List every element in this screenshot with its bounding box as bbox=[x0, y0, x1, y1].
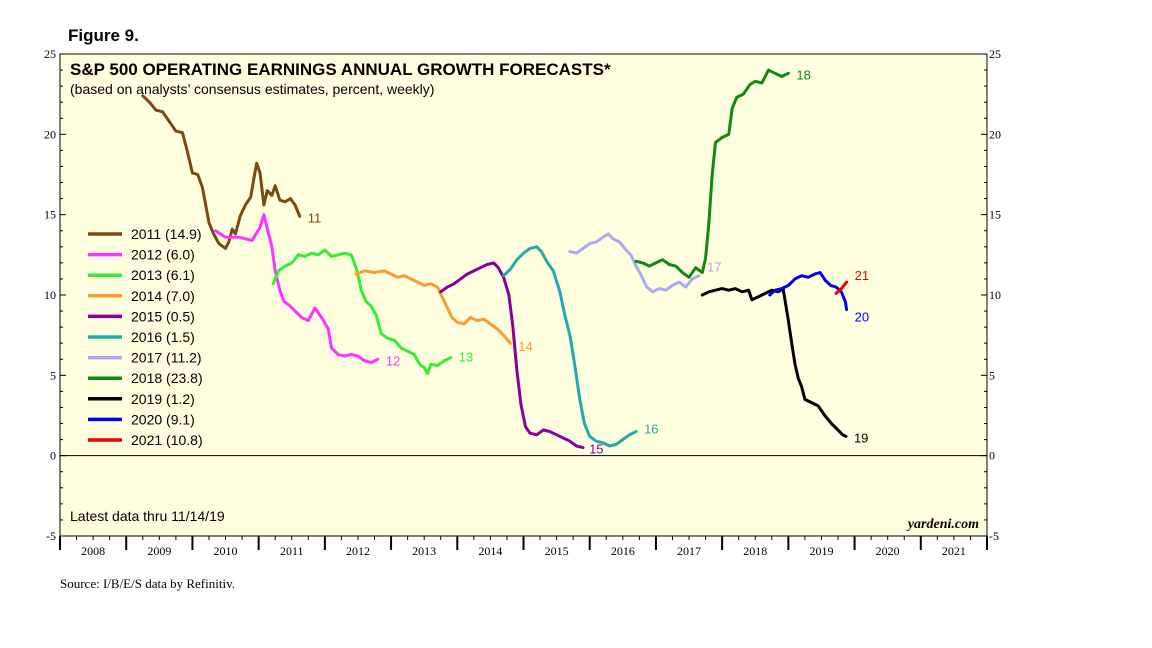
series-layer: 11 12 13 14 15 16 17 18 19 20 21 bbox=[141, 67, 869, 457]
plot-area bbox=[59, 53, 988, 537]
series-line-2016 bbox=[502, 245, 638, 448]
y-tick-label-left: -5 bbox=[46, 529, 56, 543]
end-label-2013: 13 bbox=[459, 350, 473, 365]
y-tick-label-right: 15 bbox=[989, 208, 1001, 222]
y-tick-label-left: 5 bbox=[50, 368, 56, 382]
end-label-2018: 18 bbox=[796, 67, 810, 82]
x-tick-label: 2013 bbox=[412, 544, 436, 558]
legend-label-2013: 2013 (6.1) bbox=[131, 267, 195, 283]
legend-label-2015: 2015 (0.5) bbox=[131, 308, 195, 324]
end-label-2014: 14 bbox=[518, 339, 532, 354]
legend-label-2020: 2020 (9.1) bbox=[131, 411, 195, 427]
end-label-2020: 20 bbox=[855, 309, 869, 324]
y-tick-label-right: -5 bbox=[989, 529, 999, 543]
brand-label: yardeni.com bbox=[906, 517, 979, 532]
series-line-2015 bbox=[439, 261, 585, 450]
series-line-2018 bbox=[634, 68, 790, 279]
y-tick-label-right: 0 bbox=[989, 449, 995, 463]
series-line-2011 bbox=[141, 94, 302, 250]
legend-label-2011: 2011 (14.9) bbox=[131, 226, 202, 242]
x-tick-label: 2016 bbox=[611, 544, 635, 558]
legend-label-2021: 2021 (10.8) bbox=[131, 432, 203, 448]
x-tick-label: 2009 bbox=[147, 544, 171, 558]
x-tick-label: 2019 bbox=[809, 544, 833, 558]
end-label-2016: 16 bbox=[644, 422, 658, 437]
series-line-2021 bbox=[834, 280, 849, 295]
y-tick-label-right: 25 bbox=[989, 47, 1001, 61]
legend-label-2014: 2014 (7.0) bbox=[131, 288, 195, 304]
chart-title: S&P 500 OPERATING EARNINGS ANNUAL GROWTH… bbox=[70, 60, 611, 79]
source-note: Source: I/B/E/S data by Refinitiv. bbox=[60, 576, 235, 591]
end-label-2017: 17 bbox=[707, 260, 721, 275]
x-tick-label: 2012 bbox=[346, 544, 370, 558]
chart-subtitle: (based on analysts’ consensus estimates,… bbox=[70, 81, 434, 97]
series-line-2013 bbox=[271, 248, 453, 376]
y-tick-label-left: 20 bbox=[44, 127, 56, 141]
legend-label-2016: 2016 (1.5) bbox=[131, 329, 195, 345]
x-tick-label: 2011 bbox=[280, 544, 304, 558]
series-line-2017 bbox=[568, 232, 701, 294]
x-tick-label: 2018 bbox=[743, 544, 767, 558]
legend-label-2012: 2012 (6.0) bbox=[131, 247, 195, 263]
x-tick-label: 2020 bbox=[876, 544, 900, 558]
end-label-2011: 11 bbox=[308, 210, 322, 225]
y-tick-label-right: 10 bbox=[989, 288, 1001, 302]
legend-label-2018: 2018 (23.8) bbox=[131, 370, 203, 386]
series-line-2012 bbox=[214, 213, 380, 364]
x-tick-label: 2015 bbox=[545, 544, 569, 558]
y-tick-label-left: 25 bbox=[44, 47, 56, 61]
legend: 2011 (14.9) 2012 (6.0) 2013 (6.1) 2014 (7.0… bbox=[88, 226, 203, 448]
latest-data-note: Latest data thru 11/14/19 bbox=[70, 508, 225, 524]
figure-label: Figure 9. bbox=[68, 26, 139, 45]
end-label-2021: 21 bbox=[855, 268, 869, 283]
y-tick-label-left: 15 bbox=[44, 208, 56, 222]
y-tick-label-left: 10 bbox=[44, 288, 56, 302]
y-tick-label-right: 5 bbox=[989, 368, 995, 382]
x-tick-label: 2014 bbox=[478, 544, 502, 558]
end-label-2019: 19 bbox=[854, 430, 868, 445]
y-tick-label-left: 0 bbox=[50, 449, 56, 463]
x-tick-label: 2021 bbox=[942, 544, 966, 558]
x-tick-label: 2017 bbox=[677, 544, 701, 558]
x-tick-label: 2010 bbox=[214, 544, 238, 558]
x-tick-label: 2008 bbox=[81, 544, 105, 558]
y-tick-label-right: 20 bbox=[989, 127, 1001, 141]
legend-label-2019: 2019 (1.2) bbox=[131, 391, 195, 407]
end-label-2015: 15 bbox=[589, 442, 603, 457]
legend-label-2017: 2017 (11.2) bbox=[131, 350, 202, 366]
end-label-2012: 12 bbox=[386, 353, 400, 368]
